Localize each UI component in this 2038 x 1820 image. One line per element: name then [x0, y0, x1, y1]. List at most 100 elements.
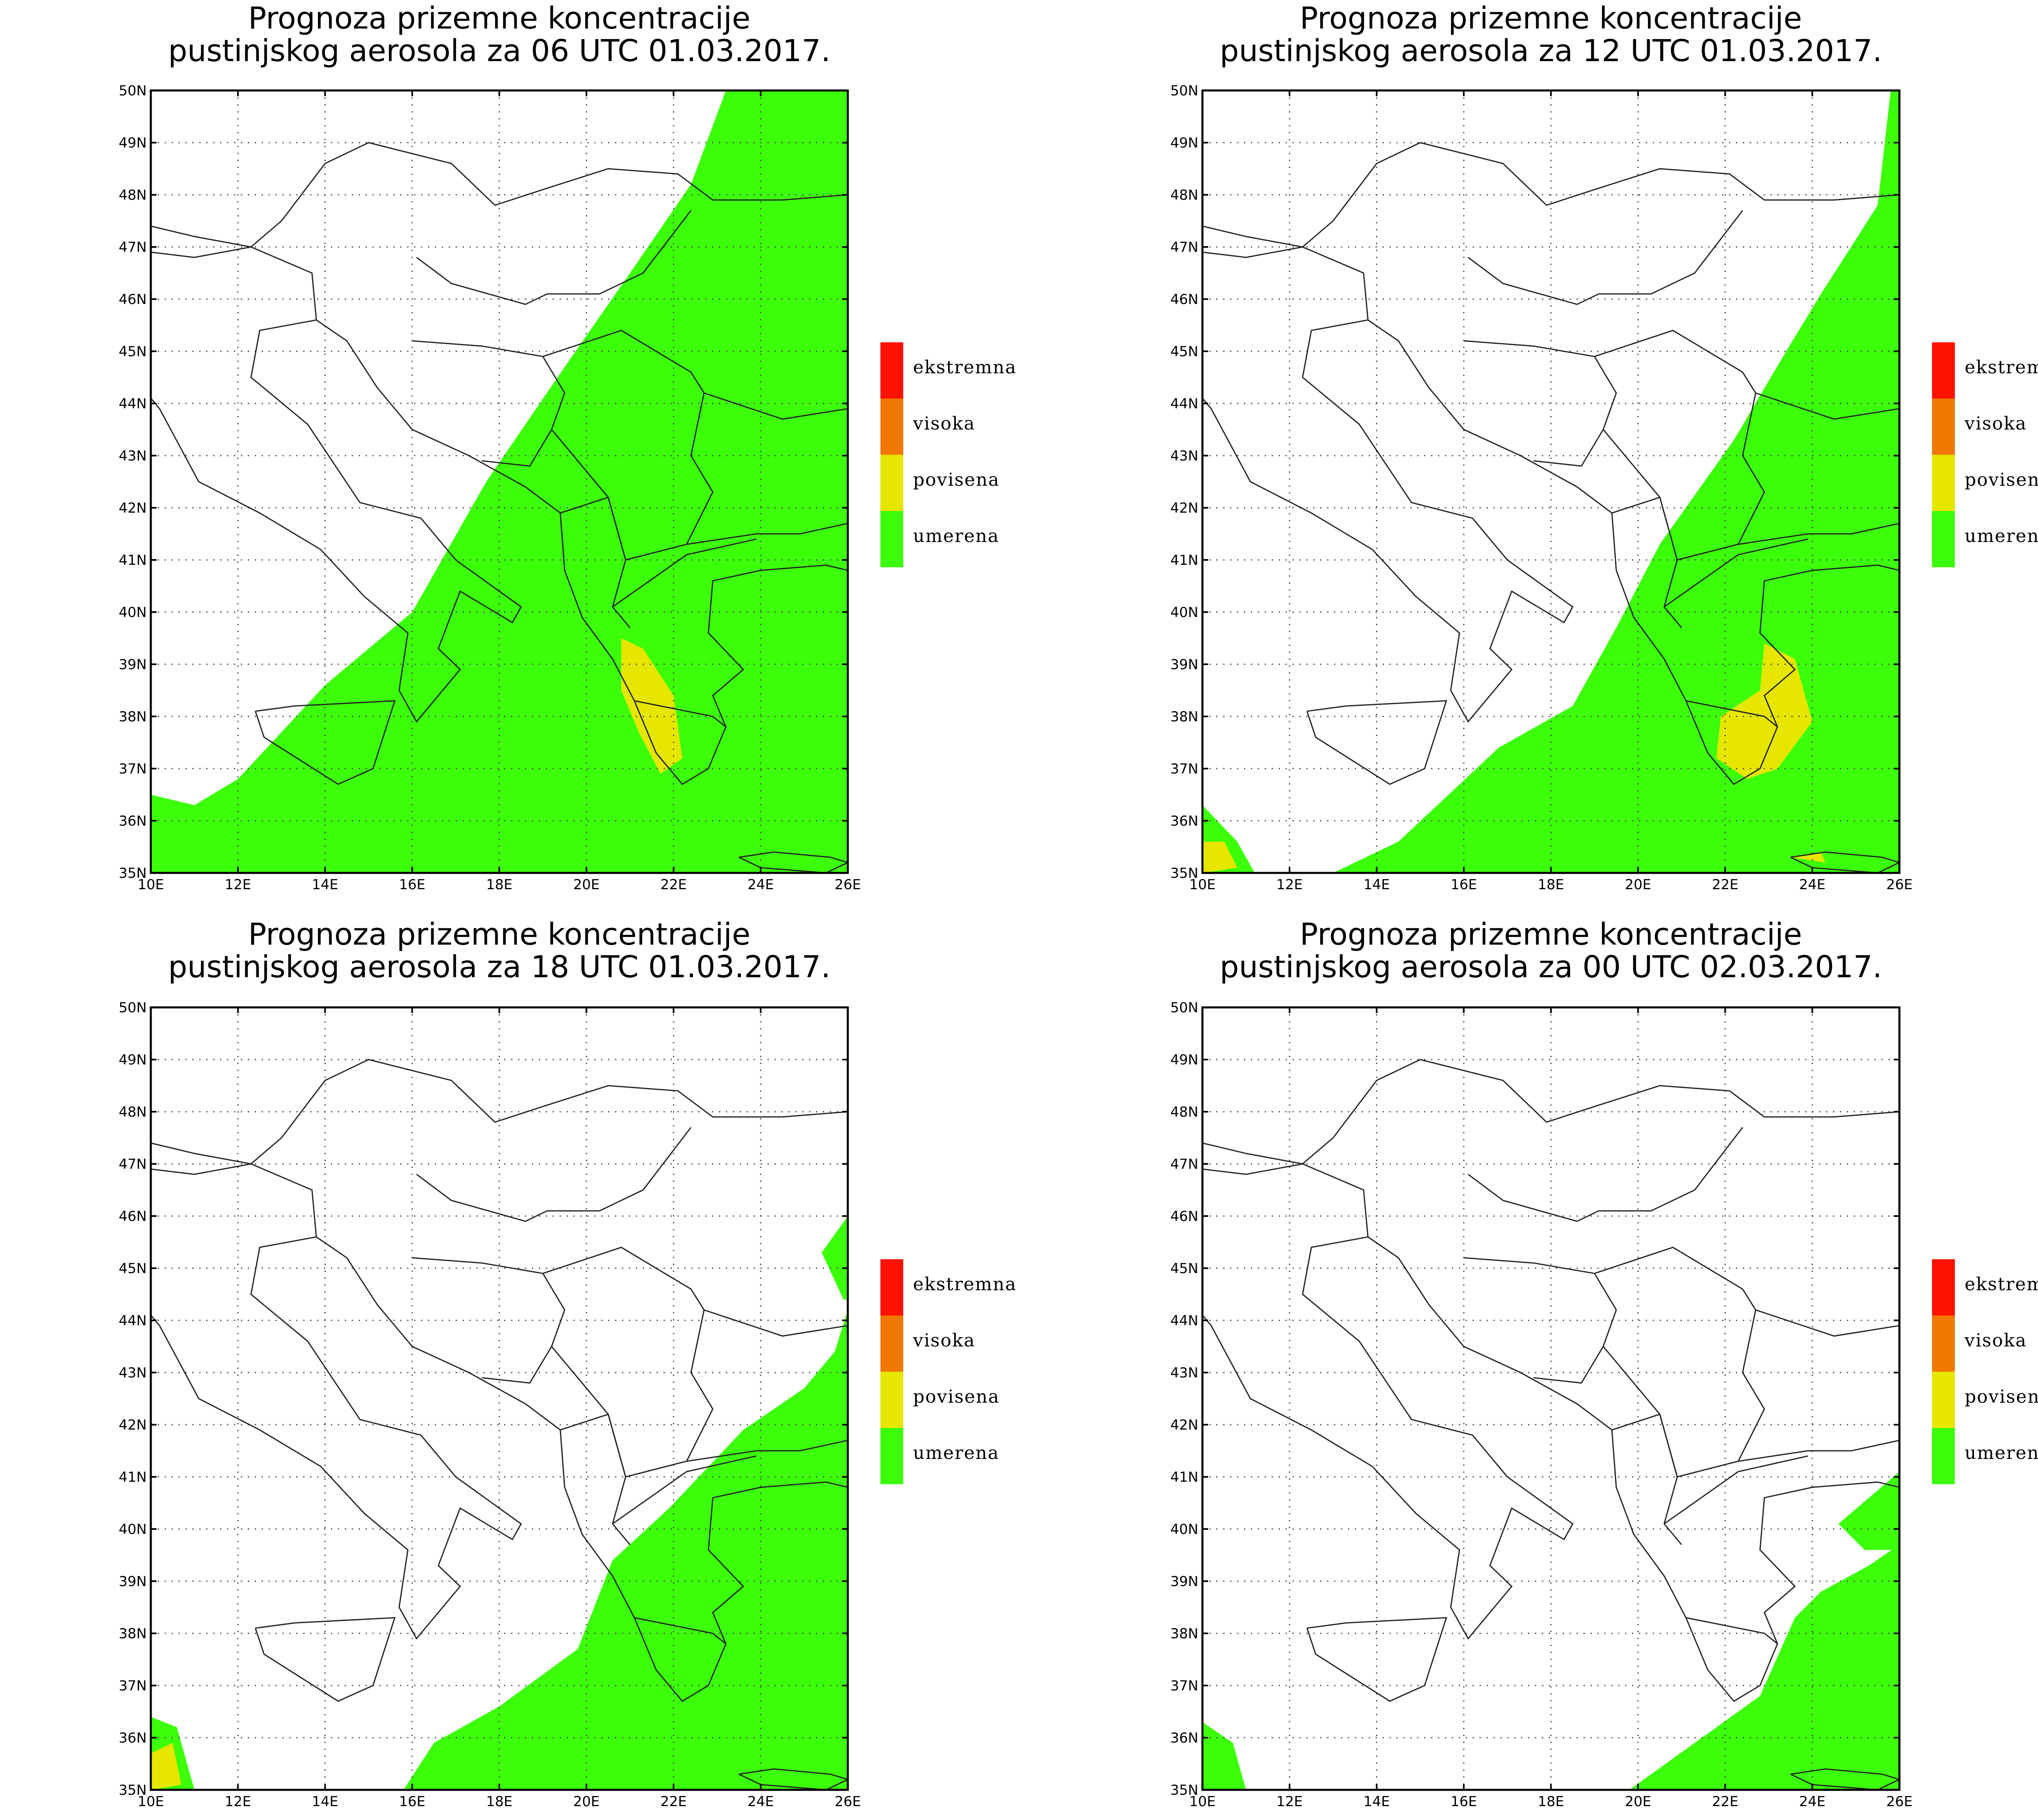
- legend-swatch-visoka: [1932, 399, 1955, 455]
- coastline-border: [416, 1127, 692, 1222]
- lat-tick-label: 36N: [119, 1730, 147, 1746]
- lat-tick-label: 45N: [1170, 344, 1198, 360]
- lon-tick-label: 16E: [1451, 877, 1477, 893]
- coastline-border: [704, 392, 848, 420]
- coastline-border: [1738, 522, 1899, 545]
- legend-swatch-povisena: [880, 455, 903, 511]
- lon-tick-label: 24E: [748, 877, 774, 893]
- coastline-border: [560, 1413, 631, 1545]
- lon-tick-label: 18E: [486, 1794, 513, 1810]
- coastline-border: [1594, 1247, 1765, 1478]
- coastline-border: [151, 1163, 251, 1175]
- dust-area-povisena: [151, 1743, 181, 1790]
- lat-tick-label: 44N: [119, 1313, 147, 1329]
- coastline-border: [151, 225, 251, 248]
- lat-tick-label: 38N: [1170, 709, 1198, 725]
- lon-tick-label: 14E: [312, 877, 338, 893]
- legend-swatch-visoka: [1932, 1315, 1955, 1372]
- lat-tick-label: 47N: [1170, 1156, 1198, 1172]
- coastline-border: [1468, 1127, 1743, 1222]
- lat-tick-label: 41N: [119, 1469, 147, 1485]
- legend-label-visoka: visoka: [1964, 1330, 2027, 1351]
- coastline-border: [1664, 1455, 1808, 1525]
- legend-label-povisena: povisena: [1965, 1386, 2038, 1407]
- legend-swatch-umerena: [880, 1428, 903, 1484]
- legend: ekstremna visoka povisena umerena: [1932, 1259, 2038, 1484]
- coastline-border: [1302, 1059, 1899, 1165]
- lon-tick-label: 22E: [660, 1794, 687, 1810]
- lon-tick-label: 22E: [1712, 877, 1738, 893]
- lat-tick-label: 40N: [119, 604, 147, 621]
- lat-tick-label: 50N: [1170, 83, 1198, 99]
- legend-label-umerena: umerena: [913, 1443, 999, 1463]
- coastline-border: [1686, 700, 1778, 727]
- coastline-border: [1367, 1236, 1899, 1702]
- lat-tick-label: 42N: [1170, 1417, 1198, 1433]
- legend-label-visoka: visoka: [913, 413, 975, 434]
- map-area: [151, 90, 848, 873]
- lon-tick-label: 10E: [1189, 1794, 1216, 1810]
- lat-tick-label: 40N: [1170, 1521, 1198, 1538]
- lon-tick-label: 16E: [399, 877, 426, 893]
- lat-tick-label: 46N: [119, 291, 147, 308]
- lat-tick-label: 43N: [119, 448, 147, 464]
- legend-swatch-ekstremna: [1932, 342, 1955, 399]
- dust-area-umerena: [1333, 90, 1899, 873]
- coastline-border: [1202, 225, 1303, 248]
- lat-tick-label: 43N: [1170, 448, 1198, 464]
- legend: ekstremna visoka povisena umerena: [880, 342, 1016, 567]
- coastline-border: [634, 700, 726, 727]
- lon-tick-label: 10E: [1189, 877, 1216, 893]
- lon-tick-label: 14E: [312, 1794, 338, 1810]
- coastline-border: [1612, 1413, 1682, 1545]
- coastline-border: [255, 700, 396, 785]
- lat-tick-label: 37N: [1170, 761, 1198, 777]
- lon-tick-label: 20E: [573, 1794, 600, 1810]
- dust-area-umerena: [151, 90, 848, 873]
- coastline-border: [1202, 1142, 1303, 1165]
- coastline-border: [1464, 340, 1617, 467]
- lat-tick-label: 35N: [119, 1782, 147, 1798]
- lon-tick-label: 10E: [138, 1794, 164, 1810]
- dust-area-umerena: [821, 1216, 848, 1300]
- coastline-border: [612, 1455, 757, 1525]
- lat-tick-label: 49N: [119, 135, 147, 151]
- lon-tick-label: 14E: [1363, 877, 1390, 893]
- lat-tick-label: 43N: [1170, 1365, 1198, 1381]
- coastline-border: [416, 210, 692, 305]
- lon-tick-label: 12E: [1276, 1794, 1303, 1810]
- lon-tick-label: 12E: [225, 877, 251, 893]
- legend-label-ekstremna: ekstremna: [1965, 1274, 2038, 1295]
- lon-tick-label: 26E: [835, 1794, 861, 1810]
- coastline-border: [1464, 1257, 1617, 1384]
- lat-tick-label: 42N: [1170, 500, 1198, 516]
- lon-tick-label: 12E: [1276, 877, 1303, 893]
- coastline-border: [316, 319, 848, 785]
- dust-area-povisena: [621, 638, 682, 774]
- panel-title-line1: Prognoza prizemne koncentracije: [1300, 1, 1802, 36]
- dust-area-umerena: [1838, 1472, 1899, 1550]
- lat-tick-label: 45N: [119, 344, 147, 360]
- dust-area-umerena: [1202, 1722, 1246, 1790]
- lat-tick-label: 35N: [1170, 1782, 1198, 1798]
- dust-area-povisena: [1716, 643, 1813, 779]
- dust-area-umerena: [403, 1310, 848, 1790]
- coastline-border: [151, 246, 522, 723]
- lat-tick-label: 39N: [1170, 657, 1198, 673]
- lon-tick-label: 20E: [573, 877, 600, 893]
- lat-tick-label: 46N: [1170, 1208, 1198, 1225]
- coastline-border: [1755, 1309, 1899, 1337]
- coastline-border: [1664, 538, 1808, 608]
- lat-tick-label: 49N: [119, 1052, 147, 1068]
- panel-title-line1: Prognoza prizemne koncentracije: [248, 917, 750, 952]
- lat-tick-label: 50N: [119, 1000, 147, 1016]
- lat-tick-label: 41N: [119, 552, 147, 568]
- lat-tick-label: 50N: [119, 83, 147, 99]
- lon-tick-label: 20E: [1625, 1794, 1651, 1810]
- lat-tick-label: 48N: [1170, 187, 1198, 203]
- lon-tick-label: 24E: [1799, 1794, 1826, 1810]
- coastline-border: [704, 1309, 848, 1337]
- lon-tick-label: 18E: [1538, 877, 1564, 893]
- coastline-border: [612, 538, 757, 608]
- legend-label-ekstremna: ekstremna: [913, 1274, 1017, 1295]
